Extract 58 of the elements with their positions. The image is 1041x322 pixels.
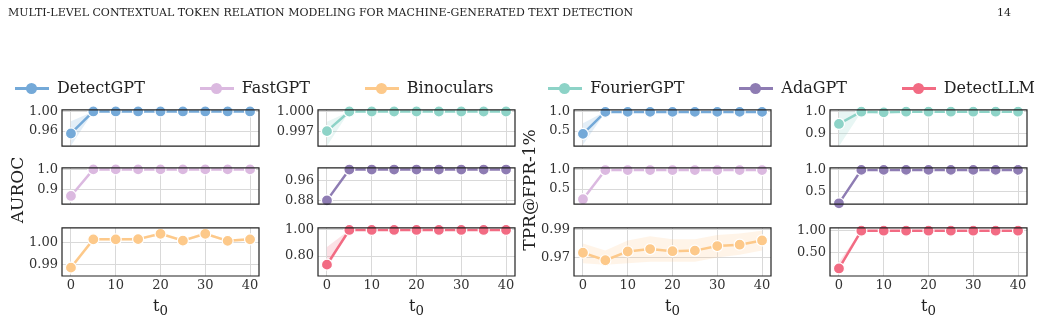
y-tick-label: 0.5: [549, 180, 570, 196]
legend-label: AdaGPT: [781, 78, 847, 97]
y-tick-label: 0.5: [549, 122, 570, 138]
x-tick-label: 10: [363, 277, 380, 293]
x-tick-label: 10: [107, 277, 124, 293]
y-axis-title: TPR@FPR-1%: [519, 128, 539, 251]
x-tick-label: 30: [453, 277, 470, 293]
y-tick-label: 0.997: [276, 123, 314, 139]
x-tick-label: 40: [497, 277, 515, 293]
x-tick-label: 40: [753, 277, 771, 293]
x-axis-title: t$_{0}$: [665, 296, 680, 319]
x-axis-title: t$_{0}$: [921, 296, 936, 319]
legend-label: DetectGPT: [57, 78, 145, 97]
y-axis-title: AUROC: [7, 156, 27, 223]
x-axis-title: t$_{0}$: [153, 296, 168, 319]
y-tick-label: 0.99: [541, 220, 570, 236]
y-tick-label: 1.00: [285, 221, 314, 237]
y-tick-label: 1.0: [805, 102, 826, 118]
y-tick-label: 0.80: [285, 247, 314, 263]
legend-label: Binoculars: [406, 78, 494, 97]
y-tick-label: 0.5: [805, 183, 826, 199]
y-tick-label: 0.9: [37, 180, 58, 196]
x-tick-label: 20: [920, 277, 937, 293]
y-tick-label: 1.00: [29, 102, 58, 118]
legend-label: FastGPT: [241, 78, 311, 97]
legend-label: DetectLLM: [943, 78, 1035, 97]
x-tick-label: 20: [152, 277, 169, 293]
y-tick-label: 1.0: [549, 102, 570, 118]
x-axis-title: t$_{0}$: [409, 296, 424, 319]
x-tick-label: 10: [875, 277, 892, 293]
x-tick-label: 0: [834, 277, 844, 293]
x-tick-label: 30: [709, 277, 726, 293]
y-tick-label: 0.50: [797, 244, 826, 260]
x-tick-label: 40: [1009, 277, 1027, 293]
y-tick-label: 0.99: [29, 255, 58, 271]
x-tick-label: 30: [197, 277, 214, 293]
y-tick-label: 1.00: [29, 234, 58, 250]
x-tick-label: 10: [619, 277, 636, 293]
y-tick-label: 0.96: [29, 122, 58, 138]
y-tick-label: 1.0: [805, 161, 826, 177]
y-tick-label: 1.0: [549, 161, 570, 177]
y-tick-label: 0.9: [805, 125, 826, 141]
text: 14: [997, 6, 1011, 19]
x-tick-label: 0: [322, 277, 332, 293]
x-tick-label: 40: [241, 277, 259, 293]
text: MULTI-LEVEL CONTEXTUAL TOKEN RELATION MODELING FOR MACHINE-GENERATED TEXT DETECTION: [8, 6, 634, 19]
legend-label: FourierGPT: [590, 78, 685, 97]
y-tick-label: 1.000: [276, 102, 314, 118]
y-tick-label: 0.96: [285, 171, 314, 187]
y-tick-label: 0.88: [285, 192, 314, 208]
y-tick-label: 1.0: [37, 160, 58, 176]
x-tick-label: 30: [965, 277, 982, 293]
x-tick-label: 0: [578, 277, 588, 293]
x-tick-label: 20: [408, 277, 425, 293]
y-tick-label: 0.97: [541, 248, 570, 264]
x-tick-label: 0: [66, 277, 76, 293]
x-tick-label: 20: [664, 277, 681, 293]
y-tick-label: 1.00: [797, 221, 826, 237]
